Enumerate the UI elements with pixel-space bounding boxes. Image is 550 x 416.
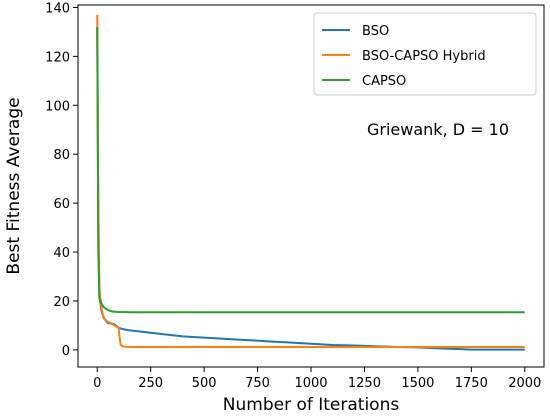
legend-label: BSO-CAPSO Hybrid — [362, 49, 486, 64]
x-tick-label: 2000 — [508, 376, 541, 391]
x-tick-label: 500 — [192, 376, 217, 391]
y-tick-label: 100 — [45, 99, 70, 114]
plot-series — [96, 14, 525, 351]
y-tick-label: 80 — [53, 148, 70, 163]
legend-label: BSO — [362, 24, 389, 39]
y-tick-label: 0 — [62, 344, 70, 359]
y-tick-label: 40 — [53, 246, 70, 261]
x-axis: 0 250 500 750 1000 1250 1500 1750 2000 — [93, 367, 541, 391]
x-tick-label: 1750 — [455, 376, 488, 391]
series-line-capso — [96, 27, 525, 314]
y-tick-label: 60 — [53, 197, 70, 212]
x-tick-label: 1000 — [294, 376, 327, 391]
x-tick-label: 1250 — [348, 376, 381, 391]
y-tick-label: 140 — [45, 1, 70, 16]
x-tick-label: 250 — [138, 376, 163, 391]
y-tick-label: 20 — [53, 295, 70, 310]
legend-label: CAPSO — [362, 74, 406, 89]
x-tick-label: 0 — [93, 376, 101, 391]
x-axis-label: Number of Iterations — [223, 395, 400, 415]
x-tick-label: 1500 — [401, 376, 434, 391]
x-tick-label: 750 — [245, 376, 270, 391]
series-line-bso — [96, 27, 525, 351]
y-axis-label: Best Fitness Average — [4, 97, 24, 274]
legend-box — [313, 12, 537, 96]
series-line-bso-capso-hybrid — [96, 14, 525, 348]
y-tick-label: 120 — [45, 50, 70, 65]
y-axis: 0 20 40 60 80 100 120 140 — [45, 1, 78, 359]
chart-annotation: Griewank, D = 10 — [367, 120, 509, 139]
legend: BSO BSO-CAPSO Hybrid CAPSO — [313, 12, 537, 96]
